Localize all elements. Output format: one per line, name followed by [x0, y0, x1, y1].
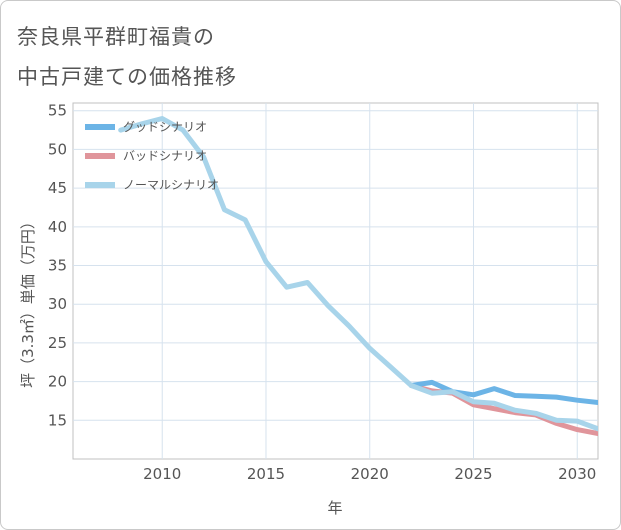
- x-tick-labels: 2010 2015 2020 2025 2030: [143, 465, 596, 483]
- plot-area: [72, 102, 599, 460]
- y-tick-label: 15: [48, 411, 67, 429]
- chart-title-line-1: 奈良県平群町福貴の: [17, 25, 215, 49]
- chart-title-line-2: 中古戸建ての価格推移: [17, 65, 237, 89]
- y-tick-label: 20: [48, 373, 67, 391]
- y-tick-label: 55: [48, 102, 67, 120]
- y-tick-label: 50: [48, 140, 67, 158]
- y-tick-label: 25: [48, 334, 67, 352]
- legend-label: バッドシナリオ: [123, 149, 207, 163]
- y-tick-labels: 15 20 25 30 35 40 45 50 55: [48, 102, 67, 430]
- legend-label: グッドシナリオ: [123, 120, 207, 134]
- series-line-0: [408, 379, 598, 405]
- y-tick-label: 40: [48, 218, 67, 236]
- grid-lines: [73, 103, 598, 459]
- x-tick-label: 2010: [143, 465, 181, 483]
- y-tick-label: 35: [48, 257, 67, 275]
- x-axis-label: 年: [327, 499, 342, 517]
- x-tick-label: 2020: [351, 465, 389, 483]
- y-axis-label: 坪（3.3㎡）単価（万円）: [19, 214, 37, 388]
- x-tick-label: 2025: [454, 465, 492, 483]
- series-line-2: [118, 116, 598, 432]
- y-tick-label: 30: [48, 295, 67, 313]
- y-tick-label: 45: [48, 179, 67, 197]
- x-tick-label: 2030: [558, 465, 596, 483]
- legend-label: ノーマルシナリオ: [123, 178, 219, 192]
- series-lines: [118, 116, 598, 436]
- x-tick-label: 2015: [247, 465, 285, 483]
